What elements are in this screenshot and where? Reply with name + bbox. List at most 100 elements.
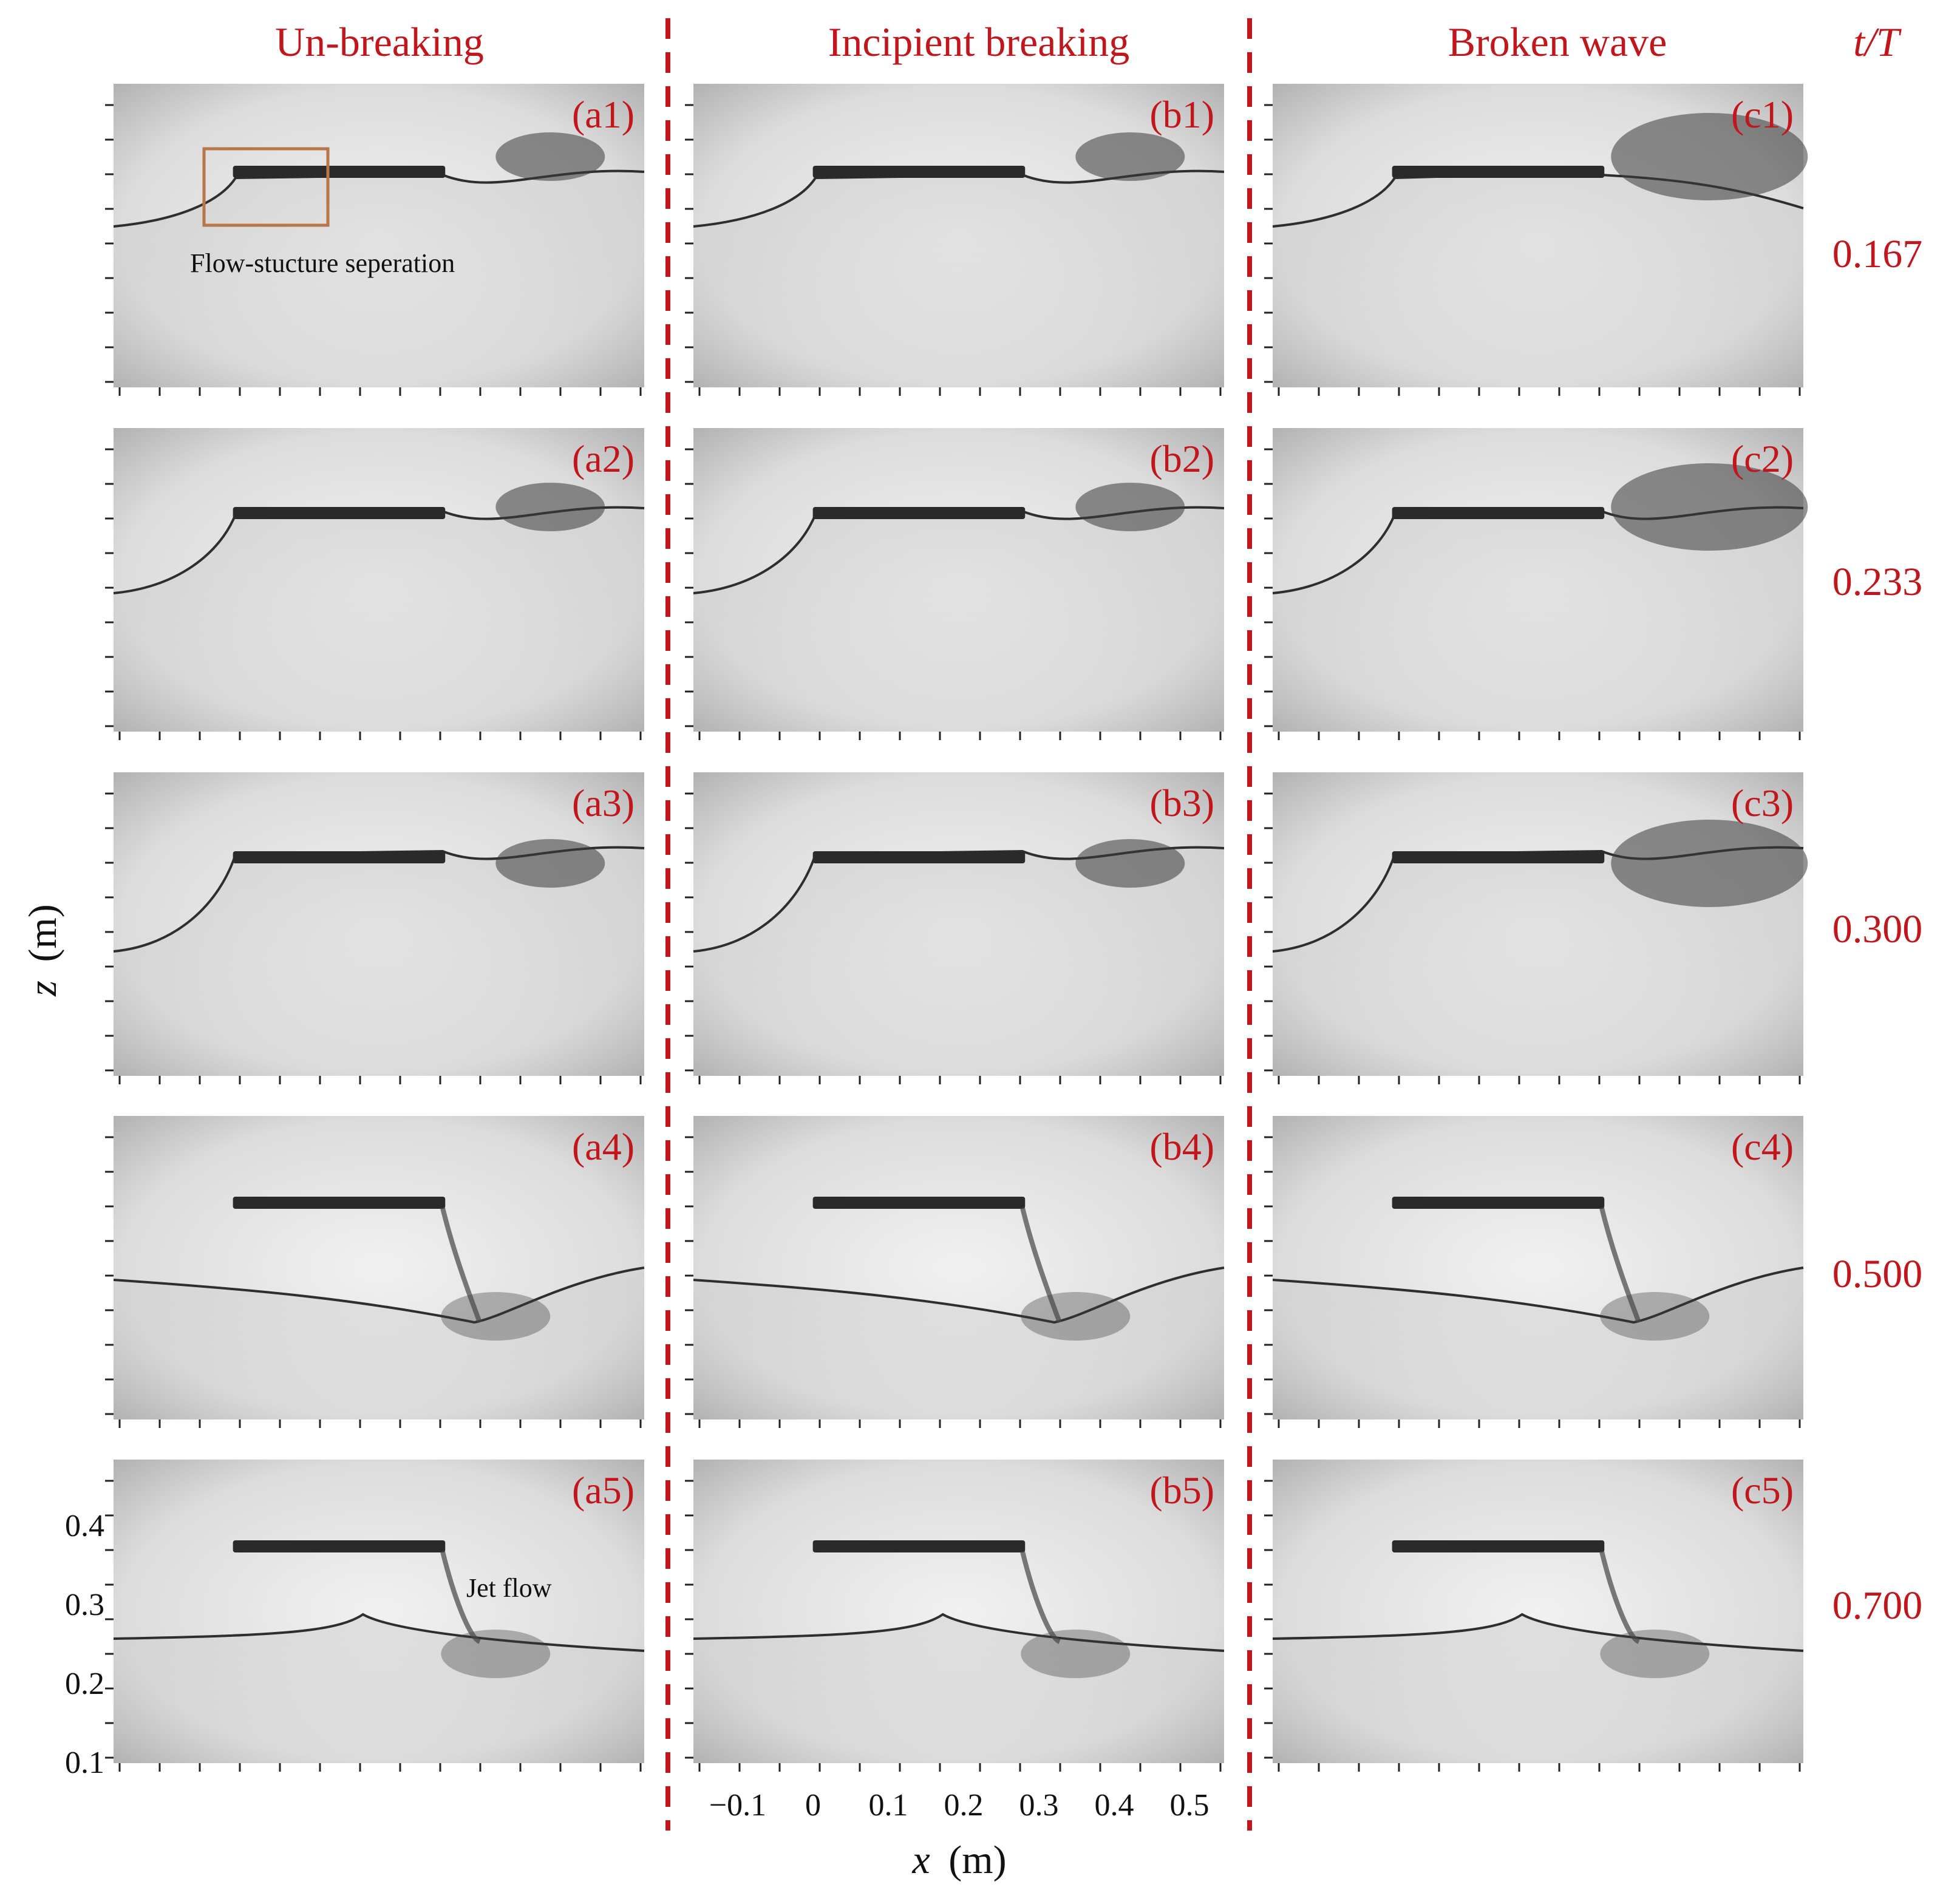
time-values: 0.167 0.233 0.300 0.500 0.700 (1832, 232, 1923, 1628)
panel-a4: (a4) (105, 1116, 645, 1428)
free-surface-line (113, 1266, 645, 1324)
water-region (1273, 173, 1803, 387)
y-axis-ticks (1264, 448, 1273, 727)
time-value: 0.300 (1832, 907, 1923, 951)
splash-region (495, 483, 605, 531)
splash-region (1600, 1292, 1710, 1341)
structure-plate (812, 1197, 1026, 1209)
structure-plate (812, 1540, 1026, 1552)
free-surface-line (113, 1613, 645, 1652)
y-tick-label: 0.4 (65, 1509, 104, 1543)
panel-label: (b5) (1149, 1469, 1214, 1512)
splash-region (1075, 839, 1185, 888)
panel-label: (a1) (572, 93, 635, 136)
x-tick-label: 0.4 (1095, 1788, 1134, 1823)
x-axis-ticks (118, 1420, 642, 1428)
free-surface-line (693, 1613, 1225, 1652)
column-header-broken: Broken wave (1448, 19, 1667, 65)
panel-b3: (b3) (685, 772, 1225, 1084)
y-axis-ticks (105, 1136, 114, 1415)
panel-c5: (c5) (1264, 1460, 1804, 1772)
time-value: 0.500 (1832, 1252, 1923, 1296)
panel-b2: (b2) (685, 428, 1225, 740)
water-region (1273, 507, 1803, 732)
water-region (114, 847, 644, 1076)
panel-label: (c3) (1731, 781, 1794, 824)
splash-region (441, 1292, 551, 1341)
free-surface-line (1272, 1266, 1804, 1324)
svg-text:z (m): z (m) (21, 904, 65, 996)
y-axis-ticks (685, 1480, 693, 1759)
panel-a3: (a3) (105, 772, 645, 1084)
x-axis-ticks (698, 1076, 1222, 1084)
y-axis-ticks (685, 792, 693, 1072)
panel-label: (a4) (572, 1125, 635, 1168)
panel-a2: (a2) (105, 428, 645, 740)
splash-region (441, 1630, 551, 1678)
x-axis-ticks (1278, 732, 1801, 740)
y-tick-label: 0.3 (65, 1588, 104, 1622)
water-region (693, 1614, 1224, 1763)
water-region (693, 1268, 1224, 1420)
jet-flow-curtain (1599, 1551, 1641, 1644)
structure-plate (1392, 851, 1605, 863)
y-axis-ticks (685, 1136, 693, 1415)
y-axis-ticks (1264, 792, 1273, 1072)
x-axis-ticks (118, 732, 642, 740)
annotation-jet-flow: Jet flow (466, 1573, 552, 1603)
x-tick-label: 0.3 (1019, 1788, 1059, 1823)
panel-grid: (a1) (b1) (c1) (a2) (b2) (c2) (a3) (b3) (c3) (a4)… (105, 84, 1808, 1772)
panel-c4: (c4) (1264, 1116, 1804, 1428)
panel-label: (b4) (1149, 1125, 1214, 1168)
y-tick-label: 0.2 (65, 1667, 104, 1701)
y-tick-labels: 0.4 0.3 0.2 0.1 (65, 1509, 104, 1780)
structure-plate (233, 1197, 446, 1209)
panel-label: (b1) (1149, 93, 1214, 136)
x-axis-label: x (m) (911, 1838, 1006, 1882)
water-region (1273, 1268, 1803, 1420)
y-axis-ticks (105, 1480, 114, 1759)
free-surface-line (693, 1266, 1225, 1324)
structure-plate (812, 166, 1026, 178)
y-axis-label: z (m) (21, 904, 65, 996)
splash-region (1021, 1292, 1131, 1341)
panel-label: (c1) (1731, 93, 1794, 136)
structure-plate (233, 166, 446, 178)
panel-a1: (a1) (105, 84, 645, 396)
x-axis-ticks (698, 732, 1222, 740)
free-surface-line (1272, 1613, 1804, 1652)
structure-plate (1392, 507, 1605, 519)
x-axis-ticks (1278, 387, 1801, 396)
x-axis-ticks (698, 1420, 1222, 1428)
splash-region (495, 839, 605, 888)
y-axis-ticks (1264, 1136, 1273, 1415)
jet-flow-curtain (440, 1207, 482, 1324)
y-axis-ticks (105, 792, 114, 1072)
structure-plate (1392, 166, 1605, 178)
y-axis-ticks (685, 104, 693, 383)
water-region (693, 507, 1224, 732)
x-tick-labels: −0.1 0 0.1 0.2 0.3 0.4 0.5 (709, 1788, 1210, 1823)
structure-plate (1392, 1197, 1605, 1209)
panel-b1: (b1) (685, 84, 1225, 396)
water-region (114, 507, 644, 732)
splash-region (1611, 463, 1808, 551)
splash-region (1611, 113, 1808, 200)
structure-plate (233, 1540, 446, 1552)
x-axis-label-unit: (m) (948, 1838, 1006, 1882)
jet-flow-curtain (1019, 1207, 1062, 1324)
water-region (1273, 847, 1803, 1076)
time-value: 0.700 (1832, 1583, 1923, 1628)
water-region (693, 171, 1224, 387)
panel-label: (c2) (1731, 437, 1794, 480)
panel-label: (c4) (1731, 1125, 1794, 1168)
splash-region (1600, 1630, 1710, 1678)
x-axis-ticks (1278, 1420, 1801, 1428)
x-axis-ticks (118, 1763, 642, 1772)
x-axis-ticks (118, 1076, 642, 1084)
y-axis-label-var: z (21, 981, 65, 997)
splash-region (1075, 132, 1185, 181)
water-region (693, 847, 1224, 1076)
x-tick-label: −0.1 (709, 1788, 766, 1823)
